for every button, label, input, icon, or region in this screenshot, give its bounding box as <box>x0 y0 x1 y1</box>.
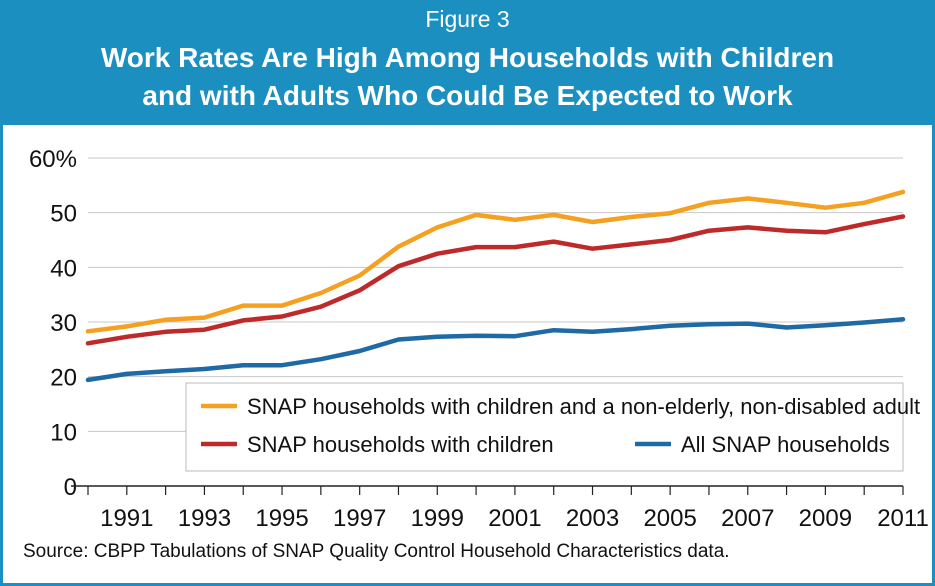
data-point <box>280 363 285 368</box>
y-tick-label: 60% <box>29 146 77 173</box>
data-point <box>241 363 246 368</box>
data-point <box>590 219 595 224</box>
data-point <box>435 251 440 256</box>
data-point <box>745 321 750 326</box>
data-point <box>318 291 323 296</box>
data-point <box>396 264 401 269</box>
data-point <box>280 303 285 308</box>
data-point <box>357 348 362 353</box>
x-tick-label: 2003 <box>566 505 619 532</box>
data-point <box>124 334 129 339</box>
data-point <box>512 217 517 222</box>
y-tick-label: 20 <box>50 365 77 392</box>
x-tick-label: 2009 <box>799 505 852 532</box>
data-point <box>474 212 479 217</box>
data-point <box>745 225 750 230</box>
data-point <box>901 189 905 194</box>
data-point <box>784 325 789 330</box>
data-point <box>241 303 246 308</box>
data-point <box>318 304 323 309</box>
data-point <box>823 205 828 210</box>
data-point <box>163 369 168 374</box>
x-tick-label: 1999 <box>411 505 464 532</box>
legend-box <box>185 382 904 472</box>
line-chart: 60% 50 40 30 20 10 0 1991 1993 1995 1997 1999 2001 20… <box>29 146 929 532</box>
data-point <box>706 200 711 205</box>
data-point <box>202 327 207 332</box>
y-tick-label: 30 <box>50 310 77 337</box>
data-point <box>551 239 556 244</box>
figure-title-line1: Work Rates Are High Among Households wit… <box>100 42 835 73</box>
x-tick-label: 1995 <box>255 505 308 532</box>
figure-title-line2: and with Adults Who Could Be Expected to… <box>142 80 793 111</box>
data-point <box>629 215 634 220</box>
data-point <box>357 273 362 278</box>
series-line-3 <box>85 317 906 383</box>
data-point <box>396 337 401 342</box>
data-point <box>474 333 479 338</box>
figure-label: Figure 3 <box>425 6 510 32</box>
data-point <box>862 222 867 227</box>
y-tick-label: 10 <box>50 419 77 446</box>
data-point <box>668 211 673 216</box>
data-point <box>512 334 517 339</box>
series-line-2 <box>85 214 906 346</box>
data-point <box>435 334 440 339</box>
data-point <box>629 327 634 332</box>
data-point <box>86 377 90 382</box>
x-tick-label: 1997 <box>333 505 386 532</box>
data-point <box>590 246 595 251</box>
data-point <box>629 242 634 247</box>
data-point <box>706 228 711 233</box>
x-tick-label: 2001 <box>488 505 541 532</box>
data-point <box>862 320 867 325</box>
data-point <box>784 228 789 233</box>
data-point <box>241 318 246 323</box>
figure-header: Figure 3 Work Rates Are High Among House… <box>3 3 932 125</box>
data-point <box>202 315 207 320</box>
data-point <box>551 328 556 333</box>
data-point <box>163 317 168 322</box>
data-point <box>124 371 129 376</box>
data-point <box>668 323 673 328</box>
legend-label-1: SNAP households with children and a non-… <box>247 394 920 419</box>
data-point <box>435 225 440 230</box>
data-point <box>901 214 905 219</box>
data-point <box>668 238 673 242</box>
x-tick-label: 1993 <box>178 505 231 532</box>
data-point <box>280 314 285 319</box>
data-point <box>551 212 556 217</box>
x-tick-label: 2011 <box>877 505 929 532</box>
data-point <box>512 245 517 250</box>
data-point <box>357 288 362 293</box>
data-point <box>86 341 90 346</box>
figure-title: Work Rates Are High Among Households wit… <box>3 39 932 115</box>
data-point <box>590 329 595 334</box>
data-point <box>901 317 905 322</box>
y-tick-label: 50 <box>50 201 77 228</box>
data-point <box>823 230 828 235</box>
legend-label-2: SNAP households with children <box>247 432 554 457</box>
data-point <box>124 324 129 329</box>
data-point <box>396 244 401 249</box>
series-line-1 <box>85 189 906 334</box>
data-point <box>862 200 867 205</box>
data-point <box>784 200 789 205</box>
y-tick-label: 40 <box>50 255 77 282</box>
x-tick-label: 2005 <box>643 505 696 532</box>
data-point <box>163 329 168 334</box>
y-tick-label: 0 <box>64 474 77 501</box>
x-tick-label: 2007 <box>721 505 774 532</box>
data-point <box>706 322 711 327</box>
data-point <box>318 357 323 362</box>
data-point <box>745 196 750 201</box>
x-tick-label: 1991 <box>100 505 153 532</box>
legend-label-3: All SNAP households <box>681 432 890 457</box>
data-point <box>823 323 828 328</box>
data-point <box>86 329 90 334</box>
data-point <box>202 367 207 372</box>
data-point <box>474 245 479 250</box>
source-note: Source: CBPP Tabulations of SNAP Quality… <box>23 541 730 562</box>
